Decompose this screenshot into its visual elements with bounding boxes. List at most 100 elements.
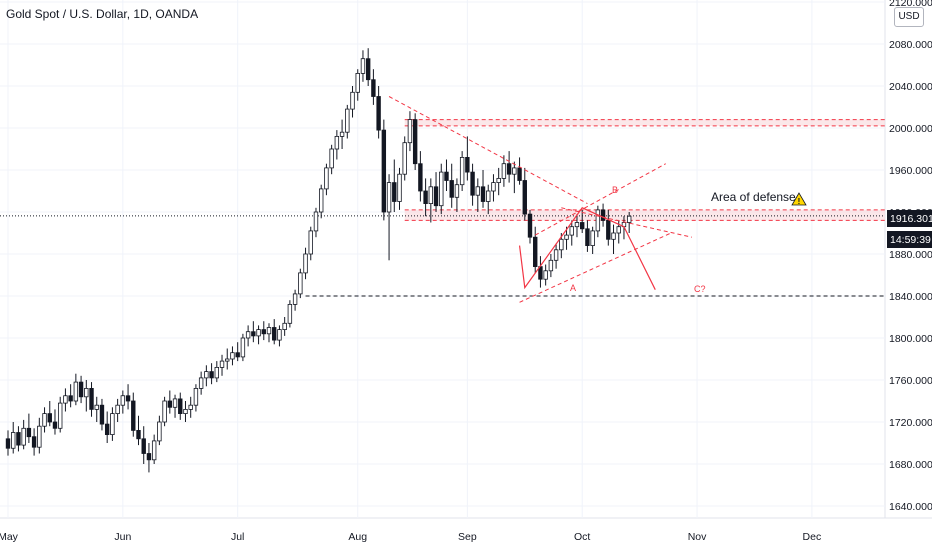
time-axis[interactable]: May Jun Jul Aug Sep Oct Nov Dec — [0, 531, 821, 543]
resistance-zone — [404, 119, 885, 126]
annotation-labels: Area of defense ! A B C? — [570, 185, 807, 294]
wave-b-label: B — [612, 185, 618, 195]
candle-body — [376, 96, 381, 131]
candle-body — [198, 377, 204, 389]
price-tick-label: 2040.000 — [889, 81, 932, 93]
candle-body — [548, 259, 554, 272]
candle-body — [292, 293, 298, 305]
price-tick-label: 2120.000 — [889, 0, 932, 9]
candle-body — [52, 421, 58, 429]
candle-body — [574, 222, 580, 228]
candle-body — [386, 182, 392, 213]
price-tick-label: 2000.000 — [889, 123, 932, 135]
candle-body — [162, 400, 167, 423]
candle-body — [517, 167, 522, 181]
candle-body — [626, 215, 632, 223]
price-badges: 1916.301 14:59:39 — [887, 210, 932, 248]
candle-body — [188, 404, 193, 410]
defense-zone — [404, 209, 885, 221]
candle-body — [355, 73, 360, 93]
candle-body — [68, 395, 73, 402]
candle-body — [146, 453, 152, 461]
candle-body — [308, 230, 313, 255]
price-tick-label: 1680.000 — [889, 459, 932, 471]
candle-body — [522, 180, 527, 215]
time-tick-label: Oct — [574, 531, 590, 543]
price-tick-label: 1640.000 — [889, 501, 932, 513]
candle-body — [183, 408, 188, 414]
candle-body — [527, 213, 533, 238]
candle-body — [115, 404, 120, 415]
time-tick-label: Jun — [114, 531, 131, 543]
countdown-badge — [887, 231, 932, 248]
candle-body — [595, 209, 601, 232]
price-tick-label: 1840.000 — [889, 291, 932, 303]
candle-body — [58, 402, 63, 429]
time-tick-label: Aug — [348, 531, 367, 543]
candle-body — [47, 413, 52, 423]
candle-body — [261, 329, 266, 335]
candle-body — [365, 58, 371, 81]
wave-c-label: C? — [694, 284, 706, 294]
warning-glyph: ! — [798, 197, 801, 206]
candle-body — [151, 440, 157, 461]
price-axis[interactable]: 2120.000 2080.000 2040.000 2000.000 1960.000… — [889, 0, 932, 513]
channel-upper — [534, 163, 666, 236]
candle-body — [580, 222, 585, 230]
currency-button[interactable]: USD — [894, 7, 924, 27]
candle-body — [496, 177, 501, 183]
candle-body — [318, 188, 324, 213]
candle-body — [465, 156, 470, 173]
candle-body — [5, 438, 11, 449]
candle-body — [204, 371, 209, 379]
candle-body — [21, 427, 26, 446]
candle-body — [454, 184, 460, 198]
last-price-badge — [887, 210, 932, 227]
candle-body — [459, 156, 465, 186]
symbol-title[interactable]: Gold Spot / U.S. Dollar, 1D, OANDA — [6, 7, 199, 21]
candle-body — [480, 186, 486, 202]
candle-body — [266, 327, 272, 335]
candle-body — [506, 163, 512, 175]
candle-body — [26, 427, 32, 438]
candle-body — [230, 352, 235, 360]
candle-body — [329, 148, 334, 169]
time-tick-label: Jul — [231, 531, 244, 543]
channel-top-return — [561, 207, 692, 238]
candle-body — [616, 226, 621, 234]
candle-body — [590, 230, 595, 246]
candle-body — [350, 91, 355, 110]
grid — [0, 0, 932, 519]
candle-body — [491, 182, 496, 192]
candle-body — [136, 429, 141, 440]
last-price-label: 1916.301 — [890, 213, 932, 225]
time-tick-label: May — [0, 531, 19, 543]
candle-body — [303, 253, 308, 274]
candle-body — [412, 119, 418, 165]
candle-body — [225, 358, 230, 362]
candle-body — [433, 186, 439, 207]
candle-body — [339, 131, 345, 137]
candle-body — [392, 182, 397, 202]
candle-body — [99, 404, 105, 425]
candle-body — [313, 211, 319, 232]
descending-trendline — [388, 96, 588, 205]
candle-body — [245, 331, 251, 339]
candle-body — [444, 171, 449, 181]
price-tick-label: 2080.000 — [889, 39, 932, 51]
candle-body — [172, 398, 178, 408]
candle-body — [89, 387, 94, 410]
price-tick-label: 1760.000 — [889, 375, 932, 387]
candle-body — [214, 366, 219, 379]
candle-body — [569, 226, 574, 236]
candle-body — [553, 249, 559, 261]
candle-body — [449, 180, 454, 198]
candle-body — [428, 186, 434, 205]
candle-body — [298, 272, 303, 295]
candle-body — [31, 436, 37, 448]
candles — [5, 48, 632, 473]
candle-body — [611, 232, 616, 240]
candle-body — [37, 425, 42, 448]
